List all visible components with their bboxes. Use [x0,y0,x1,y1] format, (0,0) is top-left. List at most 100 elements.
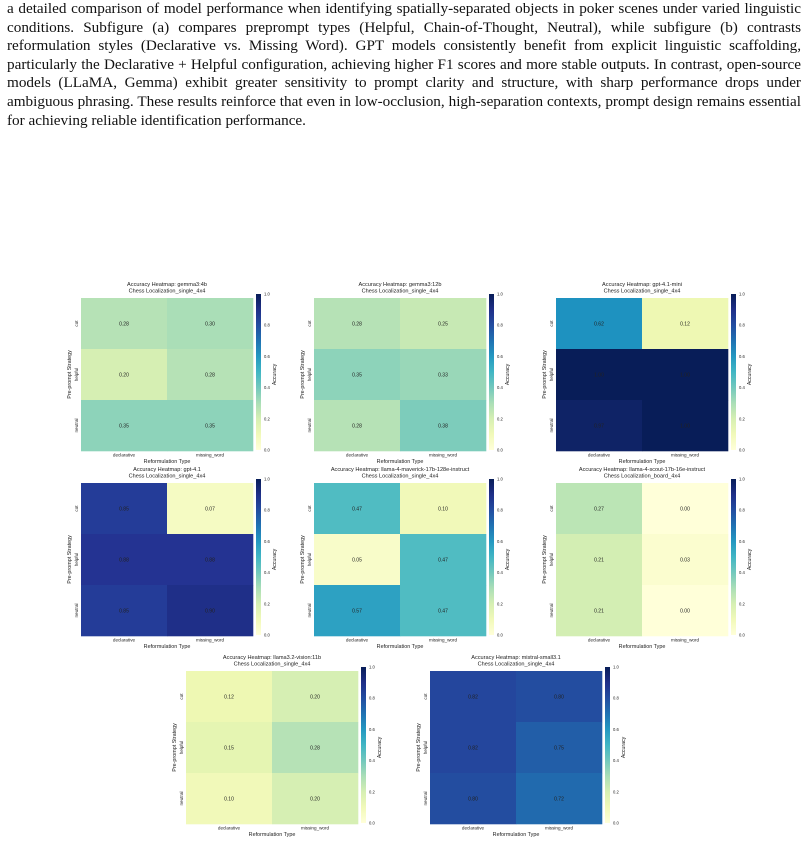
colorbar-tick-label: 0.0 [264,633,270,638]
heatmap-cell [430,722,517,774]
heatmap-cell [272,773,359,825]
y-axis-label: Pre-prompt Strategy [67,350,73,399]
cell-label: 0.07 [205,506,215,512]
colorbar [731,294,736,450]
cell-label: 0.28 [205,372,215,378]
colorbar-tick-label: 0.6 [369,727,375,732]
heatmap-subtitle: Chess Localization_single_4x4 [129,474,206,480]
heatmap-cell [167,400,254,452]
cell-label: 0.88 [119,557,129,563]
heatmap-title: Accuracy Heatmap: llama-4-scout-17b-16e-… [579,467,706,473]
colorbar-label: Accuracy [505,548,511,570]
colorbar-label: Accuracy [272,548,278,570]
heatmap-cell [81,349,168,401]
heatmap-cell [314,349,401,401]
heatmap-mistral-small3-1: Accuracy Heatmap: mistral-small3.1 Chess … [404,653,634,839]
heatmap-subtitle: Chess Localization_single_4x4 [604,289,681,295]
y-axis-label: Pre-prompt Strategy [416,723,422,772]
cell-label: 0.28 [310,745,320,751]
x-tick-label: declarative [588,453,611,458]
cell-label: 0.28 [352,423,362,429]
colorbar [256,294,261,450]
colorbar-tick-label: 1.0 [497,292,503,297]
x-tick-label: missing_word [671,638,700,643]
cell-label: 0.80 [554,694,564,700]
x-tick-label: declarative [588,638,611,643]
colorbar-tick-label: 0.4 [497,385,503,390]
heatmap-cell [186,722,273,774]
heatmap-cell [430,773,517,825]
heatmap-cell [81,585,168,637]
y-tick-label: helpful [179,741,184,755]
heatmap-title: Accuracy Heatmap: llama-4-maverick-17b-1… [331,467,470,473]
colorbar-tick-label: 1.0 [613,665,619,670]
heatmap-cell [167,298,254,350]
heatmap-cell [556,534,643,586]
colorbar-tick-label: 0.6 [739,354,745,359]
colorbar-tick-label: 0.6 [264,354,270,359]
y-tick-label: helpful [423,741,428,755]
y-tick-label: neutral [179,791,184,805]
colorbar-tick-label: 0.4 [739,385,745,390]
heatmap-cell [642,298,729,350]
x-tick-label: declarative [218,826,241,831]
heatmap-svg: Accuracy Heatmap: llama-4-maverick-17b-1… [300,467,511,650]
colorbar-tick-label: 0.8 [264,323,270,328]
y-tick-label: helpful [74,368,79,382]
y-tick-label: cot [74,320,79,327]
cell-label: 0.88 [205,557,215,563]
cell-label: 0.33 [438,372,448,378]
cell-label: 0.47 [438,608,448,614]
colorbar-label: Accuracy [505,363,511,385]
heatmap-cell [167,483,254,535]
heatmap-title: Accuracy Heatmap: mistral-small3.1 [471,655,561,661]
heatmap-cell [400,585,487,637]
x-tick-label: declarative [113,638,136,643]
heatmap-title: Accuracy Heatmap: gpt-4.1-mini [602,282,682,288]
heatmap-cell [556,298,643,350]
cell-label: 0.05 [352,557,362,563]
y-tick-label: cot [423,693,428,700]
cell-label: 1.00 [680,372,690,378]
colorbar [489,294,494,450]
colorbar-label: Accuracy [621,736,627,758]
cell-label: 0.75 [554,745,564,751]
colorbar-tick-label: 0.8 [497,323,503,328]
heatmap-cell [556,400,643,452]
cell-label: 0.82 [468,694,478,700]
colorbar-tick-label: 0.2 [264,416,270,421]
colorbar-tick-label: 0.2 [739,601,745,606]
heatmap-subtitle: Chess Localization_board_4x4 [604,474,681,480]
cell-label: 0.35 [205,423,215,429]
colorbar-tick-label: 0.6 [739,539,745,544]
x-axis-label: Reformulation Type [144,644,191,650]
heatmap-cell [314,483,401,535]
x-axis-label: Reformulation Type [377,644,424,650]
cell-label: 0.47 [438,557,448,563]
heatmap-subtitle: Chess Localization_single_4x4 [478,662,555,668]
colorbar [361,667,366,823]
x-tick-label: missing_word [196,638,225,643]
colorbar-tick-label: 0.0 [369,821,375,826]
heatmap-title: Accuracy Heatmap: gemma3:12b [358,282,441,288]
heatmap-cell [81,534,168,586]
heatmap-cell [642,400,729,452]
colorbar-label: Accuracy [747,363,753,385]
colorbar-label: Accuracy [272,363,278,385]
x-tick-label: missing_word [301,826,330,831]
heatmap-subtitle: Chess Localization_single_4x4 [362,474,439,480]
cell-label: 0.62 [594,321,604,327]
x-axis-label: Reformulation Type [377,459,424,465]
y-tick-label: cot [307,320,312,327]
cell-label: 0.35 [119,423,129,429]
y-axis-label: Pre-prompt Strategy [172,723,178,772]
y-tick-label: helpful [549,368,554,382]
y-axis-label: Pre-prompt Strategy [542,535,548,584]
colorbar-tick-label: 0.2 [369,789,375,794]
x-tick-label: declarative [346,453,369,458]
x-tick-label: missing_word [429,638,458,643]
heatmap-svg: Accuracy Heatmap: llama-4-scout-17b-16e-… [542,467,753,650]
heatmap-cell [556,585,643,637]
heatmap-cell [314,298,401,350]
